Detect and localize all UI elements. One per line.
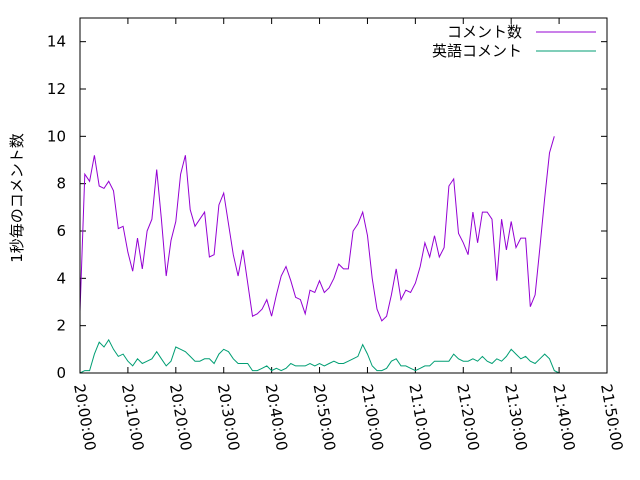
legend-label: 英語コメント [432,42,522,60]
x-tick-label: 20:00:00 [70,383,99,452]
x-tick-label: 21:00:00 [358,383,387,452]
series-line-1 [79,136,555,322]
y-tick-label: 4 [56,269,66,287]
y-axis-label: 1秒毎のコメント数 [8,133,26,263]
x-tick-label: 21:40:00 [549,383,578,452]
x-tick-label: 21:20:00 [453,383,482,452]
x-tick-label: 20:20:00 [166,383,195,452]
x-tick-label: 21:30:00 [501,383,530,452]
y-tick-label: 10 [47,127,66,145]
x-tick-label: 20:50:00 [310,383,339,452]
x-tick-label: 21:10:00 [405,383,434,452]
y-tick-label: 14 [47,33,66,51]
x-tick-label: 20:30:00 [214,383,243,452]
plot-frame [79,17,608,374]
x-tick-label: 20:10:00 [118,383,147,452]
y-tick-label: 0 [56,364,66,382]
y-tick-label: 12 [47,80,66,98]
x-tick-label: 21:50:00 [597,383,626,452]
series-line-2 [79,338,569,374]
y-tick-label: 6 [56,222,66,240]
y-tick-label: 2 [56,317,66,335]
legend-label: コメント数 [447,23,522,41]
y-axis-title: 1秒毎のコメント数 [8,133,26,263]
y-tick-label: 8 [56,175,66,193]
x-tick-label: 20:40:00 [262,383,291,452]
